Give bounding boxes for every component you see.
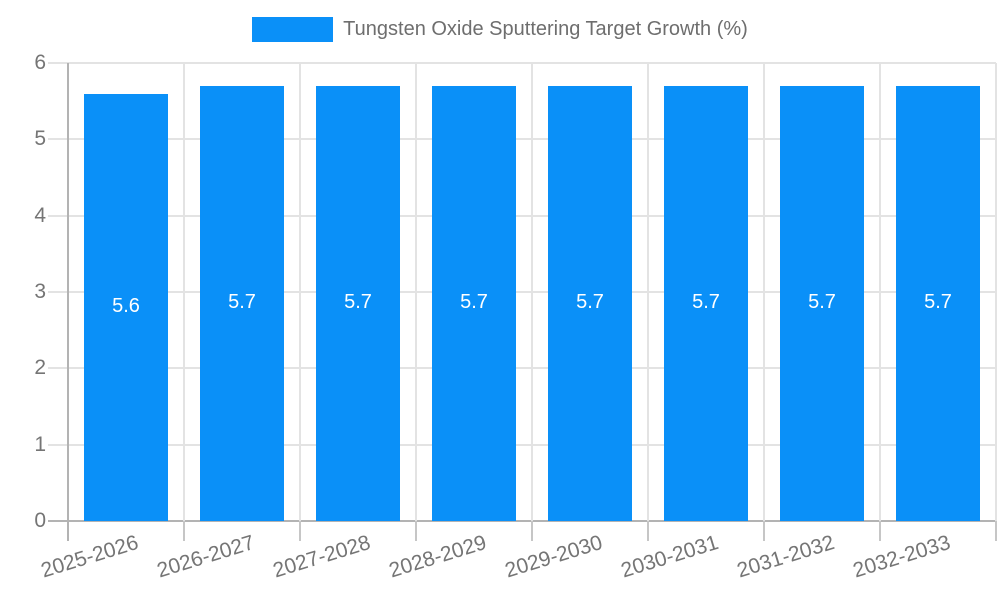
y-axis-line	[67, 63, 69, 521]
y-tick-label: 5	[34, 127, 46, 151]
x-gridline	[879, 63, 881, 521]
y-gridline	[48, 520, 996, 522]
legend[interactable]: Tungsten Oxide Sputtering Target Growth …	[0, 17, 1000, 42]
x-tick-label: 2031-2032	[733, 531, 837, 583]
y-tick-label: 6	[34, 51, 46, 74]
y-tick-label: 3	[34, 280, 46, 303]
x-gridline	[763, 63, 765, 521]
bar-2031-2032[interactable]: 5.7	[780, 85, 864, 521]
x-gridline	[531, 63, 533, 521]
bar-value-label: 5.7	[808, 291, 836, 314]
x-axis-tick	[879, 521, 881, 541]
y-gridline	[48, 138, 996, 141]
x-gridline	[995, 63, 997, 521]
x-tick-label: 2029-2030	[501, 531, 605, 583]
x-gridline	[647, 63, 649, 521]
x-axis-tick	[299, 521, 301, 541]
x-tick-label: 2026-2027	[153, 531, 257, 583]
bar-value-label: 5.7	[692, 291, 720, 314]
y-gridline	[48, 62, 996, 64]
bar-2027-2028[interactable]: 5.7	[316, 85, 400, 521]
x-tick-label: 2025-2026	[37, 531, 141, 583]
x-tick-label: 2032-2033	[849, 531, 953, 583]
bar-2032-2033[interactable]: 5.7	[896, 85, 980, 521]
bar-2025-2026[interactable]: 5.6	[84, 93, 168, 521]
x-tick-label: 2027-2028	[269, 531, 373, 583]
x-tick-label: 2028-2029	[385, 531, 489, 583]
bar-2026-2027[interactable]: 5.7	[200, 85, 284, 521]
legend-series-label[interactable]: Tungsten Oxide Sputtering Target Growth …	[343, 18, 748, 40]
x-gridline	[183, 63, 185, 521]
x-axis-tick	[531, 521, 533, 541]
bar-2028-2029[interactable]: 5.7	[432, 85, 516, 521]
x-gridline	[415, 63, 417, 521]
y-gridline	[48, 443, 996, 446]
x-axis-tick	[763, 521, 765, 541]
bar-value-label: 5.7	[576, 291, 604, 314]
bar-value-label: 5.7	[924, 291, 952, 314]
y-tick-label: 2	[34, 356, 46, 380]
x-axis-tick	[67, 521, 69, 541]
y-gridline	[48, 291, 996, 293]
x-axis-tick	[995, 521, 997, 541]
bar-value-label: 5.7	[460, 291, 488, 314]
y-tick-label: 4	[34, 203, 46, 227]
x-axis-tick	[183, 521, 185, 541]
bar-value-label: 5.6	[112, 295, 140, 318]
y-gridline	[48, 214, 996, 217]
x-tick-label: 2030-2031	[617, 531, 721, 583]
bar-2030-2031[interactable]: 5.7	[664, 85, 748, 521]
x-axis-tick	[647, 521, 649, 541]
bar-value-label: 5.7	[228, 291, 256, 314]
y-tick-label: 0	[34, 509, 46, 532]
bar-value-label: 5.7	[344, 291, 372, 314]
bar-2029-2030[interactable]: 5.7	[548, 85, 632, 521]
x-axis-tick	[415, 521, 417, 541]
y-tick-label: 1	[34, 432, 46, 456]
y-gridline	[48, 367, 996, 370]
legend-swatch[interactable]	[252, 17, 334, 42]
x-gridline	[299, 63, 301, 521]
